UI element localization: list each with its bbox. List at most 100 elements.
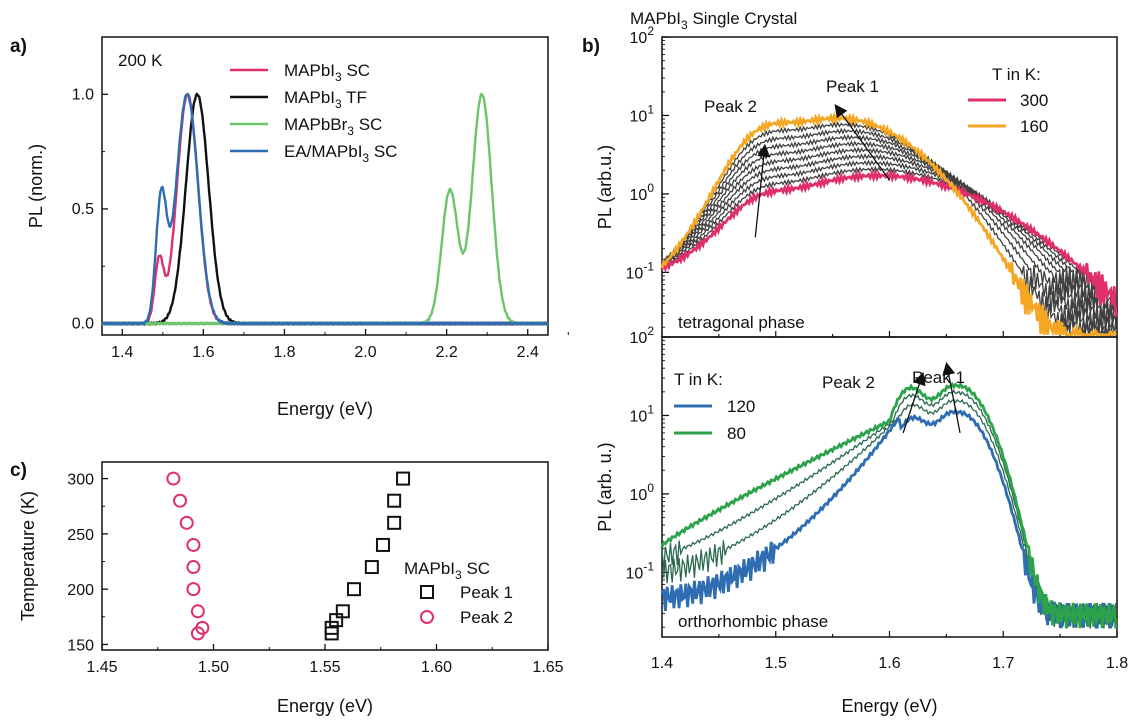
panel-b-lower-peak2-arrow — [902, 371, 926, 434]
panel-a-legend-entry: EA/MAPbI3 SC — [284, 142, 397, 165]
panel-a-xtick-label: 2.4 — [517, 344, 539, 361]
panel-b-ytick-label: 100 — [630, 481, 655, 504]
panel-c-peak2-point — [166, 471, 181, 486]
panel-b-ylabel: PL (arb.u.) — [595, 145, 615, 229]
panel-a-ylabel: PL (norm.) — [26, 144, 46, 228]
panel-c-label: c) — [10, 460, 27, 481]
panel-b-upper-intermediate-line — [661, 153, 1117, 329]
panel-a-legend-entry: MAPbBr3 SC — [284, 115, 382, 138]
panel-b-upper-intermediate-line — [661, 146, 1117, 335]
panel-b-lower-phase-label: orthorhombic phase — [678, 612, 828, 631]
panel-b-upper-series-160 — [660, 111, 1118, 340]
panel-b-ytick-label: 102 — [630, 24, 655, 47]
panel-b-ytick-label: 100 — [630, 181, 655, 204]
panel-b-lower-xtick-label: 1.4 — [651, 655, 673, 672]
panel-c-peak1-point — [324, 626, 339, 641]
panel-b-upper: 10-1 100 101 102 PL (arb.u.) Peak 2 Peak 1 T in… — [582, 9, 1118, 340]
panel-b-upper-legend-entry: 300 — [1020, 91, 1048, 110]
panel-b-ytick-label: 10-1 — [626, 559, 655, 582]
panel-c-peak2-point — [186, 582, 201, 597]
panel-b-lower-peak1-label: Peak 1 — [912, 368, 965, 387]
panel-a-xtick-label: 1.8 — [273, 344, 295, 361]
panel-c-peak2-point — [186, 537, 201, 552]
panel-b-upper-peak2-arrow — [754, 143, 771, 238]
panel-b-lower-xtick-label: 1.6 — [878, 655, 900, 672]
panel-a-frame — [101, 36, 549, 336]
panel-b-ytick-label: 102 — [630, 324, 655, 347]
panel-b-lower: 10-1 100 101 102 PL (arb. u.) 1.4 1.5 1.6 1.7 1.8… — [595, 324, 1128, 716]
panel-b-frame — [661, 336, 1118, 638]
panel-c-legend-square — [420, 585, 434, 599]
panel-b-upper-legend-entry: 160 — [1020, 117, 1048, 136]
panel-a-xtick-label: 2.0 — [354, 344, 376, 361]
panel-b-lower-xtick-label: 1.7 — [992, 655, 1014, 672]
panel-a-legend-entry: MAPbI3 TF — [284, 88, 367, 111]
panel-c-xtick-label: 1.45 — [86, 659, 117, 676]
panel-c-xtick-label: 1.65 — [532, 659, 563, 676]
panel-a-xtick-label: 1.6 — [192, 344, 214, 361]
panel-c-peak2-point — [173, 493, 188, 508]
panel-b-upper-legend-title: T in K: — [992, 65, 1041, 84]
panel-c-ytick-label: 200 — [67, 582, 94, 599]
panel-c-ytick-label: 300 — [67, 472, 94, 489]
panel-c-legend-title: MAPbI3 SC — [404, 559, 490, 582]
panel-c-legend-circle — [420, 610, 434, 624]
panel-c-peak2-point — [190, 626, 205, 641]
panel-a-label: a) — [10, 36, 27, 57]
panel-c-xtick-label: 1.60 — [421, 659, 452, 676]
panel-a-xlabel: Energy (eV) — [277, 399, 373, 419]
panel-b-upper-phase-label: tetragonal phase — [678, 313, 805, 332]
panel-a-annotation: 200 K — [118, 51, 163, 70]
panel-b-lower-xtick-label: 1.8 — [1106, 655, 1128, 672]
panel-c-peak2-point — [179, 515, 194, 530]
panel-b-upper-peak1-label: Peak 1 — [826, 77, 879, 96]
panel-c-ylabel: Temperature (K) — [18, 491, 38, 621]
panel-c-peak1-point — [375, 537, 390, 552]
panel-c-legend-peak1: Peak 1 — [460, 583, 513, 602]
panel-c-peak2-point — [186, 560, 201, 575]
panel-b-upper-intermediate-line — [661, 159, 1117, 325]
panel-c-ytick-label: 150 — [67, 637, 94, 654]
panel-b-ytick-label: 101 — [630, 402, 655, 425]
panel-b-lower-peak1-arrow — [942, 361, 961, 433]
panel-a-ytick-label: 1.0 — [72, 86, 94, 103]
panel-b-upper-intermediate-line — [661, 133, 1116, 337]
panel-a-xtick-label: 1.4 — [111, 344, 133, 361]
panel-a-xtick-label: 2.2 — [436, 344, 458, 361]
panel-b-ytick-label: 101 — [630, 102, 655, 125]
panel-b-lower-legend-title: T in K: — [674, 370, 723, 389]
panel-b-label: b) — [582, 36, 600, 57]
panel-b-lower-peak2-label: Peak 2 — [822, 373, 875, 392]
panel-c-xtick-label: 1.50 — [198, 659, 229, 676]
panel-b-ylabel: PL (arb. u.) — [595, 442, 615, 531]
panel-c-peak1-point — [396, 471, 411, 486]
panel-c-peak1-point — [387, 515, 402, 530]
panel-b-upper-peak2-label: Peak 2 — [704, 97, 757, 116]
panel-c-xlabel: Energy (eV) — [277, 696, 373, 716]
panel-b-lower-legend-entry: 120 — [727, 397, 755, 416]
panel-b-lower-xtick-label: 1.5 — [765, 655, 787, 672]
panel-b-title: MAPbI3 Single Crystal — [630, 9, 797, 32]
panel-a-ytick-label: 0.5 — [72, 201, 94, 218]
panel-a-series-line — [100, 92, 549, 326]
panel-a-legend-entry: MAPbI3 SC — [284, 61, 370, 84]
panel-c-peak1-point — [387, 493, 402, 508]
panel-c-peak1-point — [329, 613, 344, 628]
panel-c-peak1-point — [346, 582, 361, 597]
panel-b-upper-peak1-arrow — [834, 103, 891, 181]
panel-b-lower-xlabel: Energy (eV) — [841, 696, 937, 716]
panel-b-ytick-label: 10-1 — [626, 259, 655, 282]
panel-c-legend-peak2: Peak 2 — [460, 608, 513, 627]
panel-b-upper-intermediate-line — [661, 140, 1117, 335]
panel-c-ytick-label: 250 — [67, 527, 94, 544]
panel-a-ytick-label: 0.0 — [72, 316, 94, 333]
panel-b-upper-series-300 — [660, 168, 1118, 317]
panel-c-peak2-point — [190, 604, 205, 619]
panel-c-xtick-label: 1.55 — [309, 659, 340, 676]
panel-b-upper-intermediate-line — [661, 127, 1116, 337]
panel-c-peak1-point — [364, 560, 379, 575]
panel-a: 1.4 1.6 1.8 2.0 2.2 2.4 0.0 0.5 1.0 Energy (eV) PL… — [10, 36, 569, 419]
panel-b-lower-series-80 — [660, 381, 1118, 629]
panel-b-lower-legend-entry: 80 — [727, 424, 746, 443]
